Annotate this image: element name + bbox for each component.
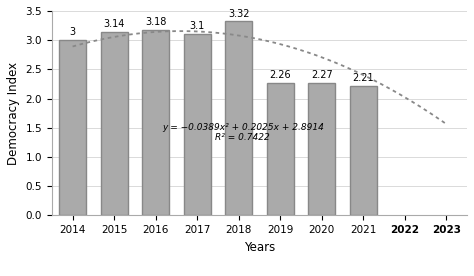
Bar [100, 32, 128, 215]
Bar [142, 30, 169, 215]
Text: 2.27: 2.27 [311, 70, 333, 80]
Text: 3.14: 3.14 [103, 19, 125, 29]
Text: 3.1: 3.1 [190, 21, 205, 31]
Text: y = −0.0389x² + 0.2025x + 2.8914
R² = 0.7422: y = −0.0389x² + 0.2025x + 2.8914 R² = 0.… [162, 123, 324, 142]
Text: 2.21: 2.21 [353, 73, 374, 83]
Text: 3: 3 [70, 27, 76, 37]
X-axis label: Years: Years [244, 241, 275, 254]
Text: 3.32: 3.32 [228, 9, 249, 18]
Bar [59, 40, 86, 215]
Y-axis label: Democracy Index: Democracy Index [7, 62, 20, 165]
Bar [308, 83, 335, 215]
Bar [184, 34, 210, 215]
Bar [225, 22, 252, 215]
Text: 2.26: 2.26 [269, 70, 291, 80]
Text: 3.18: 3.18 [145, 17, 166, 27]
Bar [350, 86, 377, 215]
Bar [267, 83, 294, 215]
